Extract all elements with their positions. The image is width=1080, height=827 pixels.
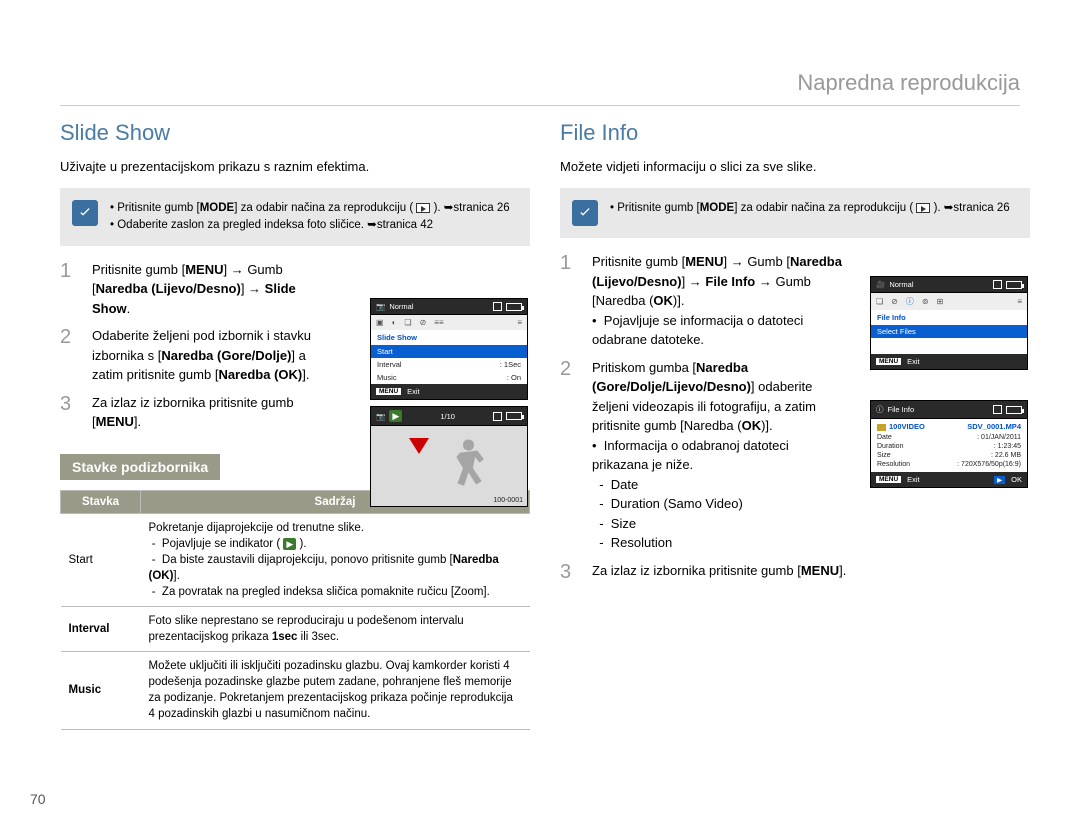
step-body: Za izlaz iz izbornika pritisnite gumb [M…	[92, 393, 332, 432]
battery-icon	[506, 412, 522, 420]
note-item: Pritisnite gumb [MODE] za odabir načina …	[110, 200, 510, 217]
folder-label: 100VIDEO	[889, 422, 925, 431]
note-list-left: Pritisnite gumb [MODE] za odabir načina …	[110, 200, 510, 233]
file-label: 100-0001	[493, 497, 523, 504]
table-row: StartPokretanje dijaprojekcije od trenut…	[61, 513, 530, 606]
dancer-silhouette	[441, 434, 496, 500]
step-body: Odaberite željeni pod izbornik i stavku …	[92, 326, 332, 385]
mode-label: Normal	[889, 280, 913, 289]
card-icon	[993, 405, 1002, 414]
fileinfo-heading: File Info	[560, 120, 1030, 146]
cam-slideshow-preview: 📷 ▶ 1/10 100-0001	[370, 406, 528, 507]
cam-slideshow-menu: 📷 Normal ▣◐❏⊘≡≡≡ Slide Show StartInterva…	[370, 298, 528, 400]
note-item: Pritisnite gumb [MODE] za odabir načina …	[610, 200, 1010, 217]
step-body: Pritisnite gumb [MENU] → Gumb [Naredba (…	[92, 260, 332, 319]
exit-label: Exit	[907, 357, 920, 366]
note-box-right: Pritisnite gumb [MODE] za odabir načina …	[560, 188, 1030, 238]
step-number: 1	[60, 260, 78, 319]
cam-icon-row: ▣◐❏⊘≡≡≡	[371, 315, 527, 330]
step-body: Pritisnite gumb [MENU] → Gumb [Naredba (…	[592, 252, 842, 350]
title-label: File Info	[888, 405, 915, 414]
slideshow-intro: Uživajte u prezentacijskom prikazu s raz…	[60, 158, 530, 176]
mode-label: Normal	[389, 302, 413, 311]
cam-menu-row: Music: On	[371, 371, 527, 384]
cam-fileinfo-menu: 🎥 Normal ❏⊘ⓘ⊚⊞≡ File Info Select Files M…	[870, 276, 1028, 370]
step-body: Pritiskom gumba [Naredba (Gore/Dolje/Lij…	[592, 358, 842, 553]
file-detail-row: Resolution: 720X576/50p(16:9)	[877, 460, 1021, 469]
card-icon	[493, 412, 502, 421]
menu-tag: MENU	[876, 476, 901, 483]
step-number: 1	[560, 252, 578, 350]
step-number: 2	[60, 326, 78, 385]
ok-tag: ▶	[994, 476, 1005, 484]
page-number: 70	[30, 791, 46, 807]
exit-label: Exit	[907, 475, 920, 484]
file-detail-row: Date: 01/JAN/2011	[877, 433, 1021, 442]
note-item: Odaberite zaslon za pregled indeksa foto…	[110, 217, 510, 234]
sub-heading: Stavke podizbornika	[60, 454, 220, 480]
cam-menu-row: Interval: 1Sec	[371, 358, 527, 371]
play-indicator-icon: ▶	[389, 410, 402, 422]
table-row: IntervalFoto slike neprestano se reprodu…	[61, 607, 530, 652]
step-row: 3 Za izlaz iz izbornika pritisnite gumb […	[560, 561, 1030, 584]
cam-menu-row: Select Files	[871, 325, 1027, 338]
step-number: 3	[560, 561, 578, 584]
note-list-right: Pritisnite gumb [MODE] za odabir načina …	[610, 200, 1010, 217]
table-row: MusicMožete uključiti ili isključiti poz…	[61, 652, 530, 729]
battery-icon	[1006, 406, 1022, 414]
cell-key: Music	[61, 652, 141, 729]
photo-icon: 📷	[376, 302, 385, 311]
col-stavka: Stavka	[61, 490, 141, 513]
cell-key: Start	[61, 513, 141, 606]
red-marker-icon	[409, 438, 429, 454]
slideshow-heading: Slide Show	[60, 120, 530, 146]
photo-icon: 📷	[376, 412, 385, 421]
cam-icon-row: ❏⊘ⓘ⊚⊞≡	[871, 293, 1027, 310]
cam-fileinfo-detail: ⓘ File Info 100VIDEO SDV_0001.MP4 Date: …	[870, 400, 1028, 488]
cell-value: Foto slike neprestano se reproduciraju u…	[141, 607, 530, 652]
note-box-left: Pritisnite gumb [MODE] za odabir načina …	[60, 188, 530, 245]
check-icon	[72, 200, 98, 226]
exit-label: Exit	[407, 387, 420, 396]
battery-icon	[506, 303, 522, 311]
spec-table: Stavka Sadržaj StartPokretanje dijaproje…	[60, 490, 530, 730]
file-label: SDV_0001.MP4	[967, 422, 1021, 431]
count-label: 1/10	[406, 412, 489, 421]
video-icon: 🎥	[876, 280, 885, 289]
step-body: Za izlaz iz izbornika pritisnite gumb [M…	[592, 561, 846, 584]
step-number: 2	[560, 358, 578, 553]
cam-menu-row: Start	[371, 345, 527, 358]
divider	[60, 105, 1020, 106]
cam-menu-title: File Info	[871, 310, 1027, 325]
folder-icon	[877, 424, 886, 431]
file-detail-row: Size: 22.6 MB	[877, 451, 1021, 460]
ok-label: OK	[1011, 475, 1022, 484]
card-icon	[993, 280, 1002, 289]
info-icon: ⓘ	[876, 404, 884, 415]
check-icon	[572, 200, 598, 226]
menu-tag: MENU	[876, 358, 901, 365]
fileinfo-intro: Možete vidjeti informaciju o slici za sv…	[560, 158, 1030, 176]
menu-tag: MENU	[376, 388, 401, 395]
file-detail-row: Duration: 1:23:45	[877, 442, 1021, 451]
cam-menu-title: Slide Show	[371, 330, 527, 345]
battery-icon	[1006, 281, 1022, 289]
breadcrumb: Napredna reprodukcija	[797, 70, 1020, 96]
cell-value: Pokretanje dijaprojekcije od trenutne sl…	[141, 513, 530, 606]
step-number: 3	[60, 393, 78, 432]
cell-key: Interval	[61, 607, 141, 652]
card-icon	[493, 302, 502, 311]
cell-value: Možete uključiti ili isključiti pozadins…	[141, 652, 530, 729]
